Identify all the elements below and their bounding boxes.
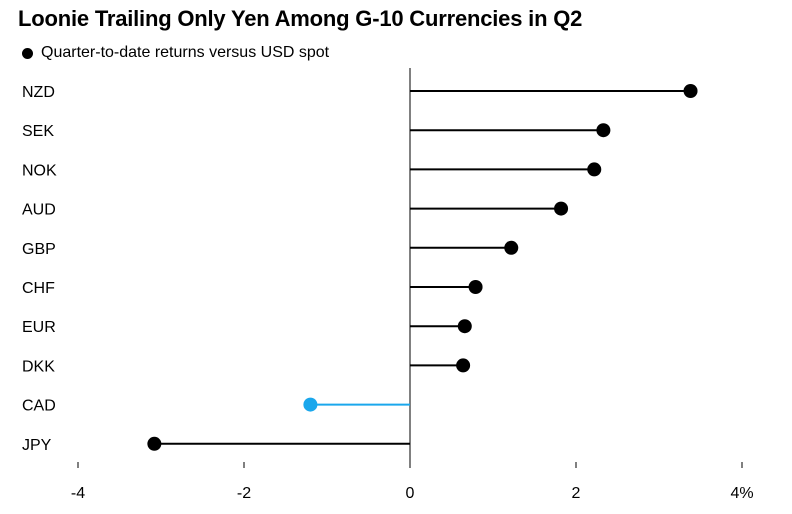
x-tick-label: 0 (406, 485, 415, 502)
category-label-jpy: JPY (22, 437, 52, 454)
category-label-gbp: GBP (22, 241, 56, 258)
x-tick-label: -2 (237, 485, 251, 502)
bar-point-nzd (683, 84, 698, 98)
category-label-cad: CAD (22, 398, 56, 415)
category-label-sek: SEK (22, 123, 54, 140)
category-label-aud: AUD (22, 202, 56, 219)
bar-point-eur (457, 319, 472, 334)
category-labels: NZD SEK NOK AUD GBP CHF EUR DKK CAD JPY (22, 84, 57, 454)
x-tick-label: 4% (730, 485, 753, 502)
chart-title: Loonie Trailing Only Yen Among G-10 Curr… (18, 6, 583, 31)
category-label-dkk: DKK (22, 358, 55, 375)
x-tick-label: -4 (71, 485, 85, 502)
bar-point-nok (587, 162, 602, 177)
bar-point-jpy (147, 436, 162, 451)
bar-point-gbp (504, 240, 519, 255)
category-label-chf: CHF (22, 280, 55, 297)
category-label-nzd: NZD (22, 84, 55, 101)
x-axis: -4 -2 0 2 4% (71, 462, 754, 502)
bar-point-chf (468, 280, 483, 294)
bar-point-sek (596, 123, 611, 138)
bar-point-cad (303, 397, 318, 412)
category-label-nok: NOK (22, 162, 57, 179)
bar-point-dkk (456, 358, 471, 373)
legend: Quarter-to-date returns versus USD spot (22, 44, 329, 62)
legend-label: Quarter-to-date returns versus USD spot (41, 44, 330, 61)
legend-marker (22, 47, 33, 59)
bar-point-aud (554, 201, 569, 216)
bars (147, 84, 698, 451)
x-tick-label: 2 (572, 485, 581, 502)
category-label-eur: EUR (22, 319, 56, 336)
